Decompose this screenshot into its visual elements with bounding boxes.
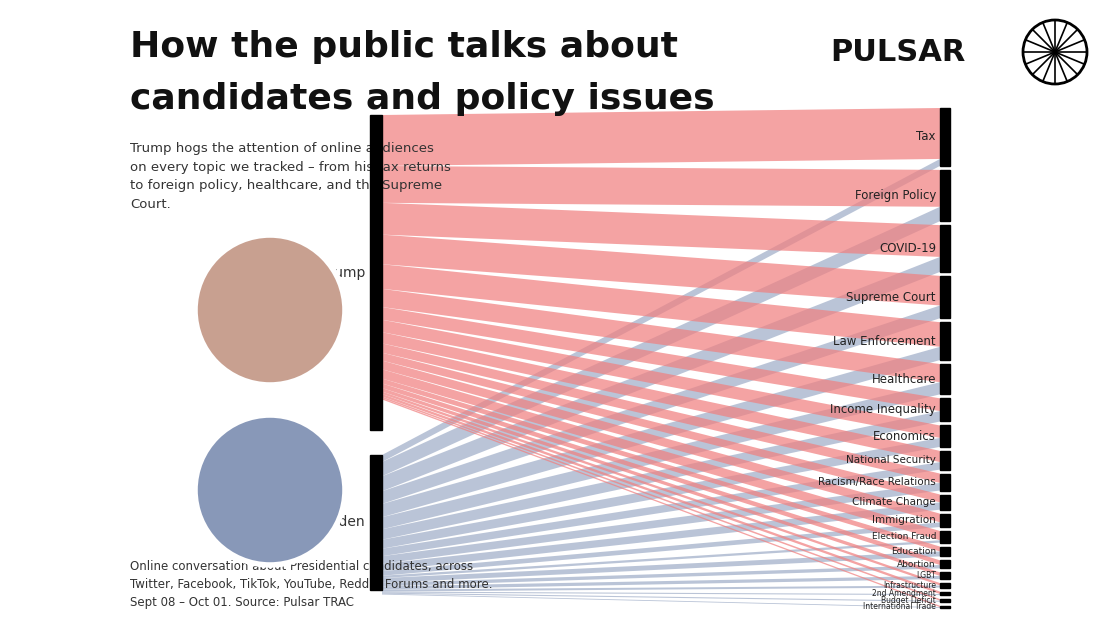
Polygon shape <box>382 379 940 551</box>
Text: Immigration: Immigration <box>873 516 936 526</box>
Text: candidates and policy issues: candidates and policy issues <box>129 82 714 116</box>
Polygon shape <box>382 585 940 592</box>
Bar <box>940 322 950 360</box>
Polygon shape <box>382 369 940 540</box>
Bar <box>940 592 950 595</box>
Polygon shape <box>382 565 940 587</box>
Polygon shape <box>382 207 940 476</box>
Polygon shape <box>382 382 940 529</box>
Text: Healthcare: Healthcare <box>872 372 936 386</box>
Polygon shape <box>382 576 940 590</box>
Polygon shape <box>382 593 940 602</box>
Polygon shape <box>382 320 940 438</box>
Polygon shape <box>382 391 940 585</box>
Polygon shape <box>382 438 940 549</box>
Bar <box>940 514 950 527</box>
Polygon shape <box>382 108 940 166</box>
Bar <box>940 451 950 470</box>
Polygon shape <box>382 203 940 257</box>
Bar <box>371 455 382 590</box>
Text: Budget Deficit: Budget Deficit <box>882 596 936 605</box>
Text: Online conversation about Presidential candidates, across
Twitter, Facebook, Tik: Online conversation about Presidential c… <box>129 560 492 609</box>
Bar <box>940 398 950 421</box>
Text: COVID-19: COVID-19 <box>879 242 936 255</box>
Bar <box>940 606 950 608</box>
Text: Abortion: Abortion <box>897 560 936 569</box>
Text: Education: Education <box>891 547 936 556</box>
Polygon shape <box>382 551 940 583</box>
Bar <box>940 225 950 272</box>
Polygon shape <box>382 289 940 382</box>
Bar <box>940 494 950 510</box>
Polygon shape <box>382 394 940 594</box>
Polygon shape <box>382 398 940 607</box>
Polygon shape <box>382 305 940 504</box>
Polygon shape <box>382 257 940 491</box>
Text: Economics: Economics <box>873 430 936 443</box>
Bar <box>940 170 950 221</box>
Polygon shape <box>382 592 940 595</box>
Text: International Trade: International Trade <box>863 602 936 612</box>
Polygon shape <box>382 502 940 571</box>
Bar <box>940 531 950 543</box>
Bar <box>940 560 950 568</box>
Text: Income Inequality: Income Inequality <box>830 403 936 416</box>
Bar <box>371 115 382 430</box>
Text: Climate Change: Climate Change <box>853 497 936 507</box>
Text: Biden: Biden <box>326 516 365 529</box>
Text: How the public talks about: How the public talks about <box>129 30 679 64</box>
Polygon shape <box>382 593 940 608</box>
Text: Election Fraud: Election Fraud <box>872 533 936 541</box>
Polygon shape <box>382 411 940 539</box>
Polygon shape <box>382 483 940 564</box>
Text: Infrastructure: Infrastructure <box>883 581 936 590</box>
Text: PULSAR: PULSAR <box>830 38 965 67</box>
Bar <box>940 572 950 579</box>
Text: Racism/Race Relations: Racism/Race Relations <box>818 477 936 487</box>
Bar <box>940 599 950 602</box>
Polygon shape <box>382 332 940 462</box>
Bar <box>940 364 950 394</box>
Text: Supreme Court: Supreme Court <box>847 291 936 303</box>
Bar <box>940 426 950 447</box>
Text: 2nd Amendment: 2nd Amendment <box>872 589 936 598</box>
Polygon shape <box>382 522 940 576</box>
Bar <box>940 546 950 556</box>
Polygon shape <box>382 159 940 462</box>
Text: National Security: National Security <box>846 455 936 465</box>
Text: Law Enforcement: Law Enforcement <box>834 335 936 348</box>
Polygon shape <box>382 388 940 576</box>
Text: Foreign Policy: Foreign Policy <box>855 189 936 202</box>
Bar <box>940 474 950 490</box>
Polygon shape <box>382 384 940 565</box>
Polygon shape <box>382 307 940 411</box>
Bar <box>940 583 950 588</box>
Text: Tax: Tax <box>916 131 936 143</box>
Polygon shape <box>382 347 940 517</box>
Polygon shape <box>382 396 940 601</box>
Text: Trump hogs the attention of online audiences
on every topic we tracked – from hi: Trump hogs the attention of online audie… <box>129 142 451 210</box>
Bar <box>940 108 950 166</box>
Polygon shape <box>382 344 940 483</box>
Circle shape <box>195 415 345 565</box>
Polygon shape <box>382 353 940 502</box>
Polygon shape <box>382 462 940 556</box>
Polygon shape <box>382 540 940 578</box>
Polygon shape <box>382 264 940 347</box>
Polygon shape <box>382 360 940 522</box>
Circle shape <box>195 235 345 385</box>
Text: Trump: Trump <box>321 266 365 279</box>
Polygon shape <box>382 166 940 207</box>
Bar <box>940 276 950 318</box>
Text: LGBT: LGBT <box>916 571 936 580</box>
Polygon shape <box>382 235 940 305</box>
